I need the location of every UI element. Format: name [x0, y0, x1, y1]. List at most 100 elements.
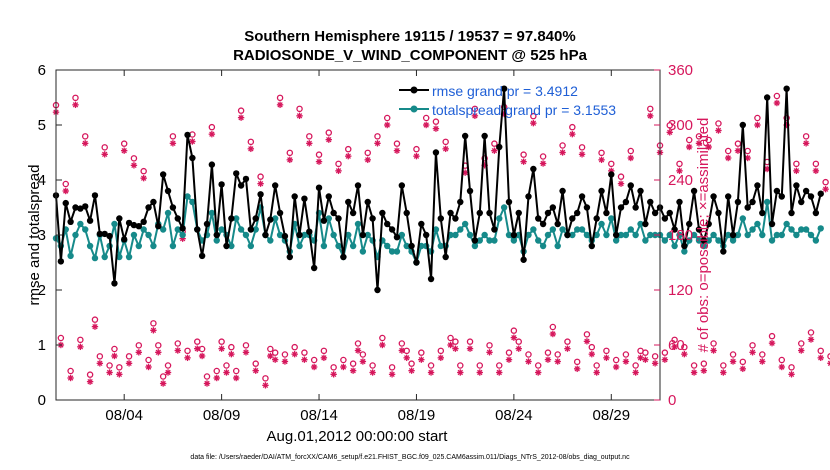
obs-assimilated-point	[559, 149, 566, 156]
spread-point	[325, 215, 332, 222]
obs-possible-point	[685, 136, 693, 144]
obs-assimilated-point	[213, 374, 220, 382]
spread-point	[233, 215, 240, 222]
rmse-point	[681, 242, 688, 250]
obs-possible-point	[354, 340, 362, 347]
rmse-point	[403, 209, 410, 217]
obs-possible-point	[81, 133, 89, 140]
obs-possible-point	[91, 316, 99, 323]
rmse-point	[710, 193, 717, 200]
obs-assimilated-point	[802, 140, 810, 147]
spread-point	[388, 248, 396, 255]
obs-possible-point	[642, 349, 649, 356]
obs-assimilated-point	[335, 167, 342, 175]
rmse-point	[802, 187, 810, 195]
rmse-point	[72, 204, 79, 211]
spread-point	[798, 226, 805, 233]
obs-possible-point	[310, 356, 318, 364]
right-y-tick-label: 180	[668, 227, 693, 244]
spread-point	[759, 231, 766, 239]
obs-assimilated-point	[720, 369, 727, 376]
obs-assimilated-point	[573, 365, 581, 373]
spread-point	[111, 220, 118, 228]
obs-possible-point	[106, 362, 113, 369]
rmse-point	[573, 209, 581, 217]
obs-assimilated-point	[67, 374, 74, 382]
spread-point	[807, 231, 815, 239]
rmse-point	[539, 220, 547, 228]
obs-assimilated-point	[174, 347, 181, 354]
obs-assimilated-point	[627, 154, 634, 162]
spread-point	[496, 215, 503, 222]
spread-point	[237, 226, 245, 233]
obs-possible-point	[793, 160, 800, 168]
spread-point	[125, 253, 133, 261]
obs-possible-point	[155, 342, 162, 349]
spread-point	[135, 242, 143, 250]
obs-possible-point	[564, 338, 571, 345]
obs-assimilated-point	[354, 347, 362, 354]
rmse-point	[393, 234, 401, 241]
obs-possible-point	[471, 105, 479, 113]
rmse-point	[569, 215, 576, 222]
spread-point	[505, 231, 513, 239]
spread-point	[335, 242, 342, 250]
rmse-point	[442, 253, 449, 261]
spread-point	[724, 231, 732, 239]
obs-possible-point	[749, 342, 756, 349]
obs-possible-point	[695, 133, 703, 140]
obs-assimilated-point	[525, 358, 532, 365]
x-tick-label: 08/04	[105, 407, 143, 424]
legend: rmse grand pr = 3.4912 totalspread grand…	[399, 83, 616, 118]
spread-point	[530, 226, 537, 233]
rmse-point	[729, 231, 737, 239]
right-y-tick-label: 360	[668, 62, 693, 79]
spread-point	[82, 226, 89, 233]
spread-point	[164, 209, 172, 217]
rmse-point	[744, 204, 751, 211]
rmse-point	[189, 154, 196, 162]
rmse-point	[379, 209, 386, 217]
obs-possible-point	[286, 149, 294, 157]
rmse-point	[413, 259, 420, 266]
spread-point	[349, 242, 357, 250]
obs-possible-point	[140, 167, 147, 175]
spread-point	[301, 231, 308, 239]
spread-point	[208, 209, 216, 217]
spread-point	[169, 242, 177, 250]
spread-point	[145, 231, 152, 239]
obs-possible-point	[539, 153, 547, 160]
obs-assimilated-point	[194, 345, 201, 352]
obs-possible-point	[486, 342, 493, 349]
rmse-point	[296, 231, 303, 239]
obs-possible-point	[798, 340, 805, 347]
rmse-point	[418, 220, 425, 228]
rmse-point	[198, 252, 206, 260]
obs-possible-point	[359, 351, 367, 358]
obs-assimilated-point	[296, 112, 303, 120]
obs-possible-point	[768, 332, 776, 340]
rmse-point	[622, 198, 630, 206]
rmse-point	[276, 209, 284, 217]
spread-point	[432, 226, 440, 233]
obs-possible-point	[622, 351, 630, 358]
obs-assimilated-point	[471, 112, 479, 120]
spread-point	[179, 231, 186, 239]
spread-point	[101, 253, 108, 261]
rmse-point	[720, 248, 727, 255]
obs-assimilated-point	[768, 339, 776, 347]
obs-possible-point	[481, 155, 488, 162]
spread-point	[734, 231, 742, 239]
spread-point	[486, 237, 493, 244]
obs-assimilated-point	[252, 367, 259, 374]
rmse-point	[773, 187, 781, 195]
obs-assimilated-point	[398, 347, 406, 354]
rmse-point	[578, 193, 586, 200]
rmse-point	[778, 193, 785, 200]
spread-point	[715, 237, 722, 244]
spread-point	[398, 231, 406, 239]
spread-point	[676, 231, 683, 239]
rmse-point	[500, 85, 508, 92]
rmse-point	[724, 193, 732, 200]
rmse-point	[82, 203, 89, 210]
